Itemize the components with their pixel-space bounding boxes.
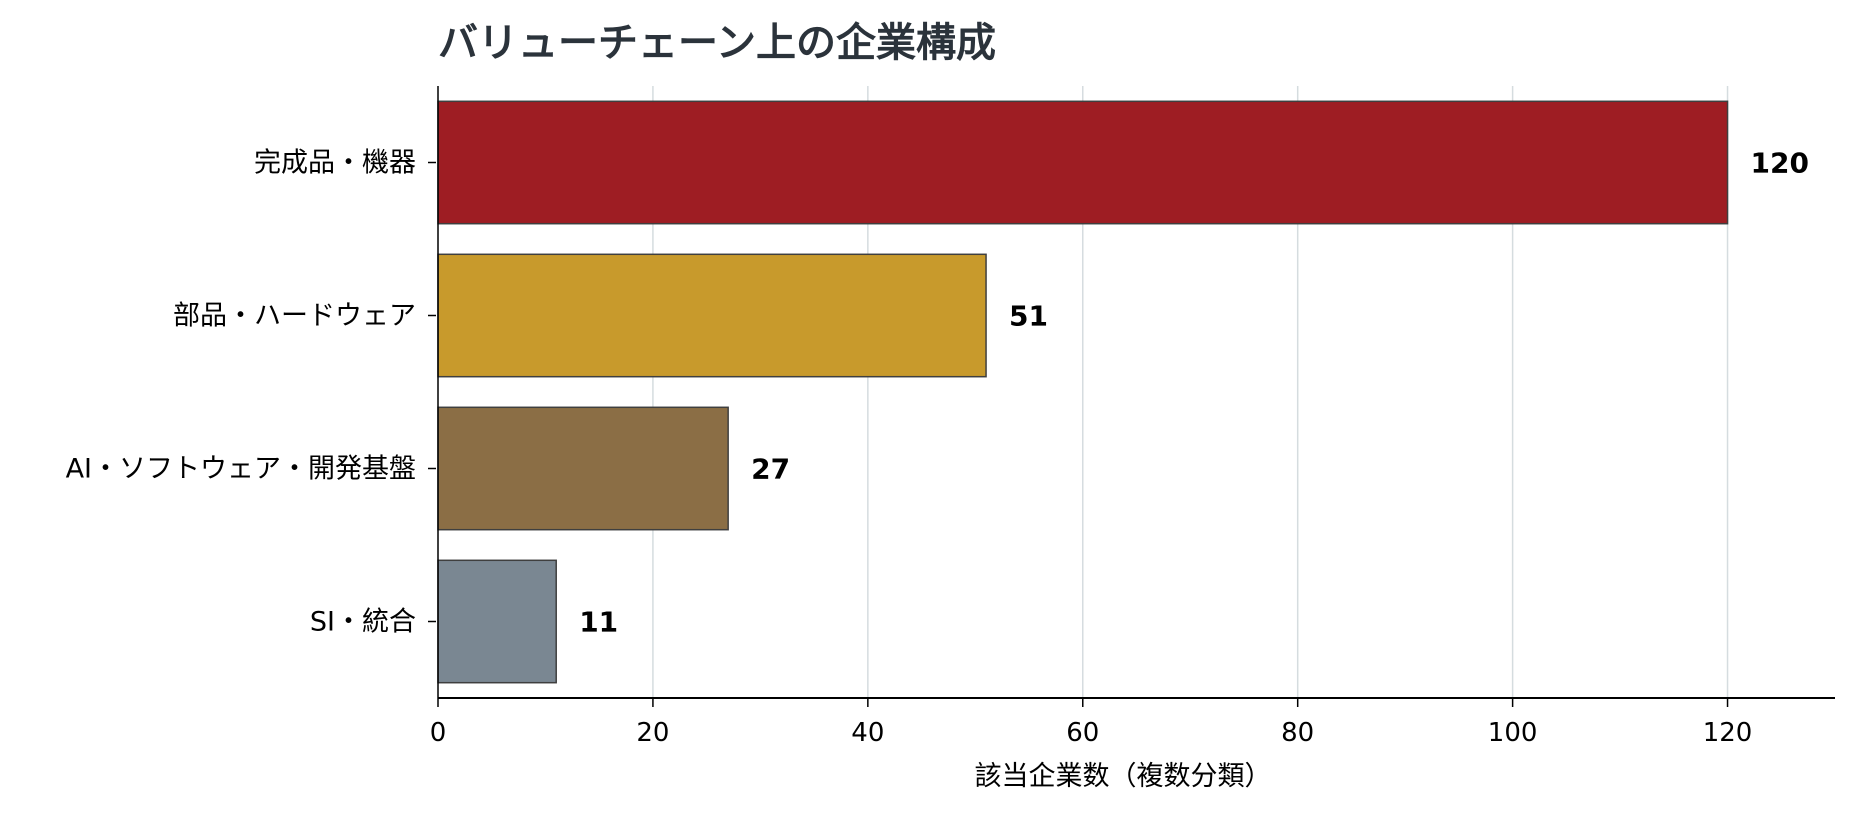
bar (437, 559, 557, 684)
category-label: 部品・ハードウェア (173, 301, 416, 332)
chart-title: バリューチェーン上の企業構成 (438, 20, 996, 66)
bar (437, 406, 729, 531)
x-tick-label: 80 (1281, 718, 1314, 748)
x-axis-title: 該当企業数（複数分類） (975, 761, 1272, 792)
category-label: SI・統合 (310, 607, 416, 638)
data-label: 120 (1751, 147, 1809, 180)
bar (437, 253, 987, 378)
bar (437, 100, 1729, 225)
category-label: AI・ソフトウェア・開発基盤 (66, 454, 416, 485)
x-tick-label: 120 (1703, 718, 1753, 748)
x-tick-label: 20 (636, 718, 669, 748)
data-label: 11 (579, 606, 618, 639)
x-axis: 0 20 40 60 80 100 120 (430, 697, 1835, 748)
bars: 120 51 27 11 (437, 100, 1809, 684)
data-label: 51 (1009, 300, 1048, 333)
x-tick-label: 0 (430, 718, 447, 748)
x-tick-label: 100 (1488, 718, 1538, 748)
x-tick-label: 40 (851, 718, 884, 748)
category-label: 完成品・機器 (254, 148, 416, 179)
x-tick-label: 60 (1066, 718, 1099, 748)
data-label: 27 (751, 453, 790, 486)
